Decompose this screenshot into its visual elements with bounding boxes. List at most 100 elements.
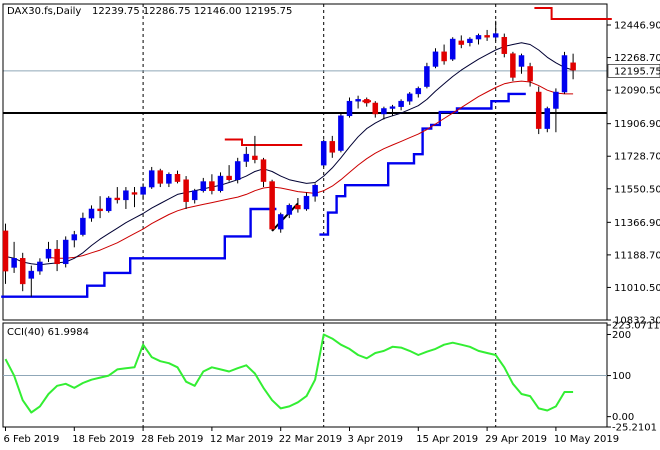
ma-fast-line [5, 42, 574, 266]
date-tick-label: 12 Mar 2019 [210, 434, 273, 445]
ohlc-readout: 12239.75 12286.75 12146.00 12195.75 [92, 6, 292, 17]
price-chart [1, 7, 612, 298]
candle-body [88, 208, 95, 219]
price-tick-label: 12446.90 [614, 21, 660, 32]
candle-body [570, 62, 576, 71]
candle-body [518, 55, 525, 67]
candle-body [553, 91, 559, 109]
date-tick-label: 18 Feb 2019 [72, 434, 134, 445]
candle-body [398, 100, 404, 107]
candle-body [123, 190, 129, 201]
current-price-tag [607, 64, 660, 78]
cci-chart [3, 333, 607, 414]
price-tick-label: 11188.70 [614, 250, 660, 261]
ma-slow-line [48, 80, 574, 259]
candle-body [97, 208, 103, 212]
candle-body [458, 40, 465, 45]
candle-body [71, 234, 78, 241]
date-tick-label: 15 Apr 2019 [416, 434, 478, 445]
symbol-label: DAX30.fs,Daily [7, 6, 81, 17]
candle-body [174, 174, 181, 182]
candle-body [303, 195, 310, 210]
candle-body [234, 161, 241, 180]
candle-body [191, 190, 198, 201]
date-tick-label: 28 Feb 2019 [141, 434, 203, 445]
candle-body [355, 99, 361, 102]
date-tick-label: 10 May 2019 [554, 434, 619, 445]
candle-body [28, 270, 35, 279]
candle-body [260, 159, 267, 182]
candle-body [114, 197, 121, 201]
candle-body [527, 66, 533, 82]
candle-body [372, 102, 379, 115]
candle-body [535, 91, 542, 129]
candle-body [166, 174, 172, 184]
candle-body [286, 205, 293, 215]
price-tick-label: 10832.30 [614, 316, 660, 327]
candle-body [243, 153, 250, 162]
price-tick-label: 11906.90 [614, 119, 660, 130]
candle-body [295, 205, 301, 210]
candle-body [269, 181, 275, 230]
candle-body [62, 239, 69, 265]
candle-body [226, 175, 232, 180]
axis-labels: 12446.90 12268.70 12090.50 11906.90 11728.70… [4, 21, 660, 445]
channel-lower-line [1, 207, 277, 298]
price-tick-label: 12268.70 [614, 53, 660, 64]
date-tick-label: 22 Mar 2019 [279, 434, 342, 445]
candle-body [131, 192, 138, 195]
candle-body [501, 36, 508, 54]
candle-body [449, 38, 456, 60]
candle-body [389, 106, 396, 109]
price-panel-frame [2, 3, 608, 321]
candle-body [54, 248, 60, 265]
candle-body [424, 66, 430, 87]
candle-body [561, 55, 568, 93]
candle-body [37, 261, 43, 272]
trendline [271, 202, 299, 232]
candle-body [140, 186, 146, 195]
candle-body [441, 51, 447, 62]
candle-body [544, 108, 551, 129]
candle-body [510, 53, 516, 78]
channel-upper-line [534, 7, 612, 20]
candle-body [200, 181, 207, 191]
price-tick-label: 11366.90 [614, 218, 660, 229]
candle-body [363, 99, 370, 104]
candle-body [183, 179, 189, 202]
candle-body [80, 217, 86, 235]
candle-body [475, 35, 482, 40]
cci-title: CCI(40) 61.9984 [7, 327, 89, 338]
candle-body [45, 248, 52, 259]
candle-body [217, 175, 224, 191]
channel-lower-line [319, 92, 526, 236]
candle-body [105, 197, 112, 212]
candle-body [157, 170, 164, 184]
candle-body [338, 115, 344, 151]
candle-body [148, 170, 155, 188]
candle-body [19, 258, 26, 285]
candle-body [492, 33, 499, 38]
candle-body [252, 155, 258, 160]
candle-body [432, 51, 439, 67]
candle-body [406, 93, 413, 102]
date-tick-label: 6 Feb 2019 [4, 434, 60, 445]
current-price-label: 12195.75 [614, 66, 660, 77]
date-tick-label: 29 Apr 2019 [485, 434, 547, 445]
cci-tick-label: 0.00 [612, 412, 634, 423]
candle-body [346, 100, 353, 117]
cci-tick-label: 200 [612, 330, 631, 341]
cci-panel-frame [2, 322, 608, 428]
candle-body [415, 88, 422, 95]
candle-body [277, 214, 284, 230]
candle-body [484, 35, 490, 38]
candle-body [11, 258, 17, 268]
price-tick-label: 11550.50 [614, 184, 660, 195]
candle-body [209, 181, 215, 191]
price-tick-label: 12090.50 [614, 86, 660, 97]
cci-tick-label: 100 [612, 371, 631, 382]
candle-body [329, 141, 336, 153]
candle-body [467, 38, 473, 43]
